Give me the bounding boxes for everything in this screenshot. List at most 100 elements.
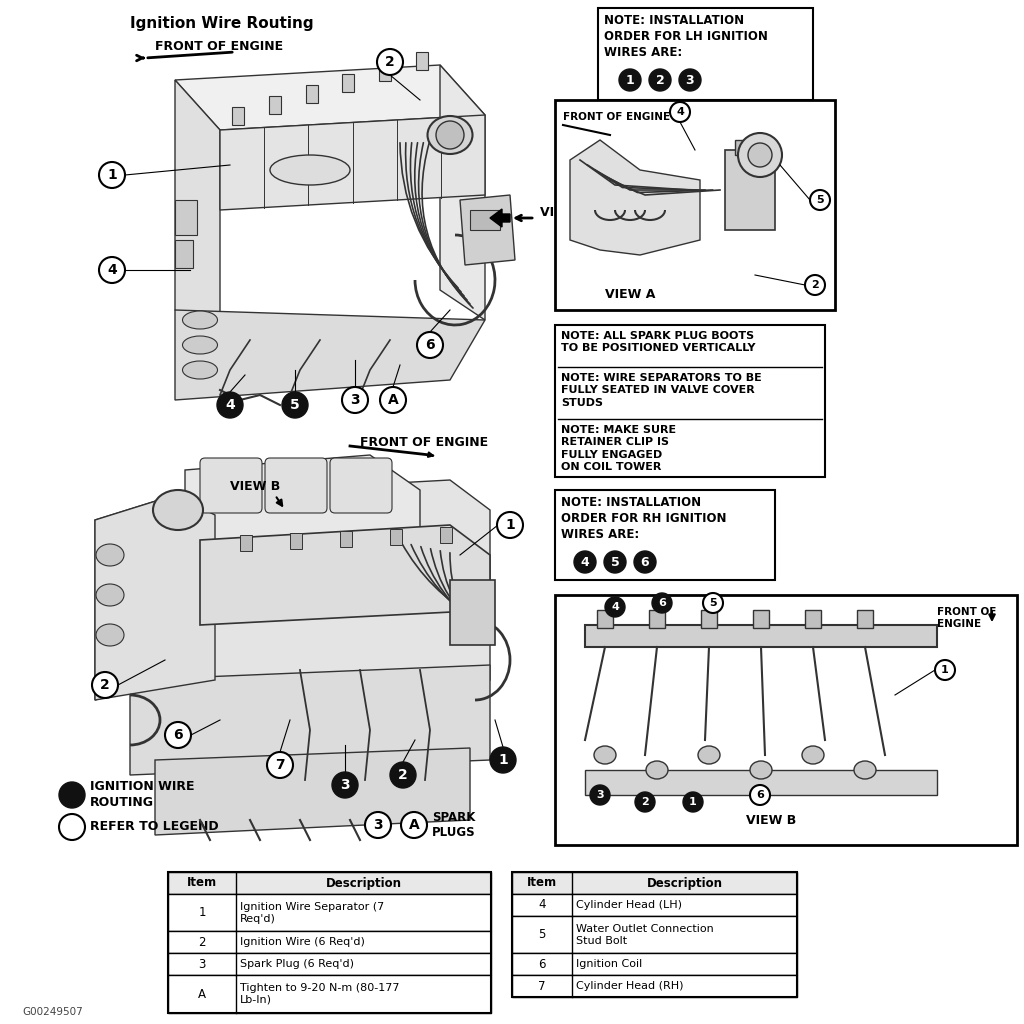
Bar [725,150,775,230]
Text: FRONT OF ENGINE: FRONT OF ENGINE [360,435,488,449]
Ellipse shape [854,761,876,779]
Text: 3: 3 [350,393,359,407]
Text: Description: Description [326,877,401,890]
Text: 5: 5 [290,398,300,412]
Bar [753,610,769,628]
Text: Spark Plug (6 Req'd): Spark Plug (6 Req'd) [240,959,354,970]
Circle shape [59,814,85,840]
Bar [240,535,252,551]
Text: 6: 6 [658,598,666,608]
Polygon shape [570,140,700,255]
Text: NOTE: INSTALLATION
ORDER FOR LH IGNITION
WIRES ARE:: NOTE: INSTALLATION ORDER FOR LH IGNITION… [604,14,768,59]
Text: A: A [388,393,398,407]
Polygon shape [95,495,215,700]
Text: 1: 1 [498,753,508,767]
Circle shape [92,672,118,698]
Circle shape [738,133,782,177]
Text: 1: 1 [108,168,117,182]
Bar [168,953,490,976]
Bar [585,770,937,795]
Bar [416,52,428,71]
Polygon shape [95,495,175,700]
Text: 2: 2 [199,936,206,949]
Text: NOTE: INSTALLATION
ORDER FOR RH IGNITION
WIRES ARE:: NOTE: INSTALLATION ORDER FOR RH IGNITION… [561,496,726,541]
Circle shape [618,69,641,91]
Bar [168,976,490,1013]
Circle shape [679,69,701,91]
Text: 4: 4 [581,555,590,568]
Circle shape [390,762,416,788]
Text: Cylinder Head (RH): Cylinder Head (RH) [575,981,683,991]
Bar [168,932,490,953]
Text: 4: 4 [539,898,546,911]
Text: NOTE: WIRE SEPARATORS TO BE
FULLY SEATED IN VALVE COVER
STUDS: NOTE: WIRE SEPARATORS TO BE FULLY SEATED… [561,373,762,408]
Text: 4: 4 [611,602,618,612]
Text: 3: 3 [686,74,694,86]
Ellipse shape [96,544,124,566]
Text: Item: Item [187,877,217,890]
Circle shape [703,593,723,613]
Bar [512,976,797,997]
Bar [290,534,302,549]
Circle shape [590,785,610,805]
Circle shape [652,593,672,613]
Text: 6: 6 [425,338,435,352]
Text: 6: 6 [173,728,183,742]
Bar [857,610,873,628]
Text: G00249507: G00249507 [22,1007,83,1017]
Circle shape [605,597,625,617]
Circle shape [365,812,391,838]
Bar [735,140,765,155]
Circle shape [810,190,830,210]
Circle shape [649,69,671,91]
Circle shape [417,332,443,358]
Text: Cylinder Head (LH): Cylinder Head (LH) [575,900,682,910]
Polygon shape [175,310,485,400]
Text: 2: 2 [385,55,395,69]
Circle shape [99,162,125,188]
Text: 2: 2 [100,678,110,692]
Bar [390,529,402,545]
Circle shape [683,792,703,812]
Text: 6: 6 [641,555,649,568]
Bar [168,894,490,932]
Circle shape [805,275,825,295]
Polygon shape [155,748,470,835]
Text: 7: 7 [539,980,546,993]
Polygon shape [185,455,420,545]
Text: 6: 6 [539,957,546,971]
FancyBboxPatch shape [330,458,392,513]
Text: VIEW B: VIEW B [230,480,281,494]
Circle shape [342,387,368,413]
Text: NOTE: ALL SPARK PLUG BOOTS
TO BE POSITIONED VERTICALLY: NOTE: ALL SPARK PLUG BOOTS TO BE POSITIO… [561,331,756,353]
Text: NOTE: MAKE SURE
RETAINER CLIP IS
FULLY ENGAGED
ON COIL TOWER: NOTE: MAKE SURE RETAINER CLIP IS FULLY E… [561,425,676,472]
Text: FRONT OF
ENGINE: FRONT OF ENGINE [937,607,996,629]
Text: Ignition Wire (6 Req'd): Ignition Wire (6 Req'd) [240,937,365,947]
Bar [555,490,775,580]
FancyArrow shape [490,209,510,227]
Bar [805,610,821,628]
Text: 2: 2 [641,797,649,807]
Text: 6: 6 [756,790,764,800]
Text: Description: Description [646,877,723,890]
Text: SPARK
PLUGS: SPARK PLUGS [432,811,475,839]
Text: A: A [409,818,420,831]
Bar [597,610,613,628]
Polygon shape [460,195,515,265]
FancyBboxPatch shape [200,458,262,513]
Circle shape [401,812,427,838]
Bar [306,85,317,103]
Text: A: A [198,987,206,1000]
Text: Ignition Wire Separator (7
Req'd): Ignition Wire Separator (7 Req'd) [240,902,384,924]
Ellipse shape [96,624,124,646]
Bar [512,872,797,997]
Ellipse shape [698,746,720,764]
Text: IGNITION WIRE
ROUTING: IGNITION WIRE ROUTING [90,780,195,810]
Ellipse shape [750,761,772,779]
Text: VIEW A: VIEW A [605,289,655,301]
Bar [512,953,797,976]
Circle shape [574,551,596,573]
Ellipse shape [646,761,668,779]
Ellipse shape [182,336,217,354]
Bar [232,106,245,125]
